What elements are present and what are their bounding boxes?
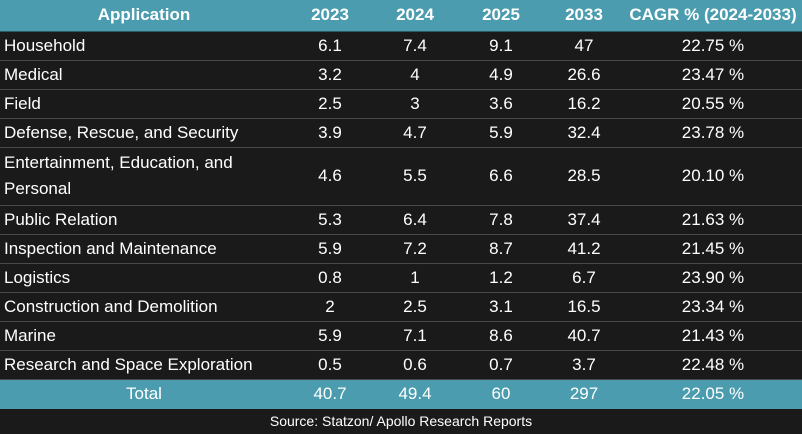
cell-2024: 3 (372, 89, 458, 119)
cell-2025: 1.2 (458, 263, 544, 293)
cell-2033: 16.2 (544, 89, 624, 119)
cell-2025: 9.1 (458, 31, 544, 61)
table-header-row: Application 2023 2024 2025 2033 CAGR % (… (0, 0, 802, 32)
table-row: Entertainment, Education, and Personal 4… (0, 147, 802, 206)
cell-2023: 2.5 (288, 89, 372, 119)
cell-2023: 4.6 (288, 147, 372, 206)
table-row: Marine 5.9 7.1 8.6 40.7 21.43 % (0, 321, 802, 351)
cell-application: Inspection and Maintenance (0, 234, 288, 264)
cell-application: Research and Space Exploration (0, 350, 288, 380)
cell-cagr: 23.47 % (624, 60, 802, 90)
cell-cagr: 20.55 % (624, 89, 802, 119)
cell-2024: 7.2 (372, 234, 458, 264)
cell-2024: 2.5 (372, 292, 458, 322)
header-2033: 2033 (544, 0, 624, 32)
cell-application: Defense, Rescue, and Security (0, 118, 288, 148)
table-row: Construction and Demolition 2 2.5 3.1 16… (0, 292, 802, 322)
cell-2033: 16.5 (544, 292, 624, 322)
cell-application: Field (0, 89, 288, 119)
cell-total-2024: 49.4 (372, 379, 458, 409)
cell-2023: 5.3 (288, 205, 372, 235)
cell-2033: 41.2 (544, 234, 624, 264)
cell-application: Construction and Demolition (0, 292, 288, 322)
cell-application: Logistics (0, 263, 288, 293)
cell-2033: 47 (544, 31, 624, 61)
cell-total-2033: 297 (544, 379, 624, 409)
cell-2023: 2 (288, 292, 372, 322)
table-row: Field 2.5 3 3.6 16.2 20.55 % (0, 89, 802, 119)
header-cagr: CAGR % (2024-2033) (624, 0, 802, 32)
header-2023: 2023 (288, 0, 372, 32)
cell-cagr: 22.48 % (624, 350, 802, 380)
cell-2025: 3.6 (458, 89, 544, 119)
cell-2025: 3.1 (458, 292, 544, 322)
cell-application: Household (0, 31, 288, 61)
table-total-row: Total 40.7 49.4 60 297 22.05 % (0, 379, 802, 409)
cell-2024: 4 (372, 60, 458, 90)
cell-total-cagr: 22.05 % (624, 379, 802, 409)
cell-2024: 7.4 (372, 31, 458, 61)
cell-2033: 37.4 (544, 205, 624, 235)
cell-cagr: 21.63 % (624, 205, 802, 235)
cell-2023: 3.9 (288, 118, 372, 148)
cell-2033: 40.7 (544, 321, 624, 351)
cell-total-2025: 60 (458, 379, 544, 409)
application-market-table: Application 2023 2024 2025 2033 CAGR % (… (0, 0, 802, 409)
header-2024: 2024 (372, 0, 458, 32)
cell-total-2023: 40.7 (288, 379, 372, 409)
cell-application: Marine (0, 321, 288, 351)
cell-2024: 5.5 (372, 147, 458, 206)
cell-2023: 3.2 (288, 60, 372, 90)
table-row: Research and Space Exploration 0.5 0.6 0… (0, 350, 802, 380)
cell-2025: 8.6 (458, 321, 544, 351)
cell-cagr: 22.75 % (624, 31, 802, 61)
cell-2024: 6.4 (372, 205, 458, 235)
cell-2025: 8.7 (458, 234, 544, 264)
cell-2023: 6.1 (288, 31, 372, 61)
table-row: Logistics 0.8 1 1.2 6.7 23.90 % (0, 263, 802, 293)
cell-2025: 4.9 (458, 60, 544, 90)
cell-2024: 4.7 (372, 118, 458, 148)
cell-cagr: 20.10 % (624, 147, 802, 206)
cell-total-label: Total (0, 379, 288, 409)
cell-2025: 5.9 (458, 118, 544, 148)
cell-2033: 26.6 (544, 60, 624, 90)
table-row: Household 6.1 7.4 9.1 47 22.75 % (0, 31, 802, 61)
table-row: Defense, Rescue, and Security 3.9 4.7 5.… (0, 118, 802, 148)
cell-2023: 5.9 (288, 321, 372, 351)
cell-2033: 3.7 (544, 350, 624, 380)
source-note: Source: Statzon/ Apollo Research Reports (269, 413, 533, 429)
cell-2024: 0.6 (372, 350, 458, 380)
table-row: Public Relation 5.3 6.4 7.8 37.4 21.63 % (0, 205, 802, 235)
cell-2024: 1 (372, 263, 458, 293)
cell-application: Entertainment, Education, and Personal (0, 147, 288, 206)
table-row: Medical 3.2 4 4.9 26.6 23.47 % (0, 60, 802, 90)
cell-2023: 0.8 (288, 263, 372, 293)
cell-cagr: 21.45 % (624, 234, 802, 264)
cell-cagr: 23.78 % (624, 118, 802, 148)
cell-2033: 28.5 (544, 147, 624, 206)
cell-2025: 6.6 (458, 147, 544, 206)
cell-cagr: 21.43 % (624, 321, 802, 351)
cell-2025: 7.8 (458, 205, 544, 235)
cell-2025: 0.7 (458, 350, 544, 380)
cell-2033: 6.7 (544, 263, 624, 293)
cell-2024: 7.1 (372, 321, 458, 351)
table-row: Inspection and Maintenance 5.9 7.2 8.7 4… (0, 234, 802, 264)
cell-application: Medical (0, 60, 288, 90)
cell-2023: 5.9 (288, 234, 372, 264)
cell-2023: 0.5 (288, 350, 372, 380)
cell-2033: 32.4 (544, 118, 624, 148)
header-2025: 2025 (458, 0, 544, 32)
header-application: Application (0, 0, 288, 32)
cell-application: Public Relation (0, 205, 288, 235)
cell-cagr: 23.90 % (624, 263, 802, 293)
cell-cagr: 23.34 % (624, 292, 802, 322)
